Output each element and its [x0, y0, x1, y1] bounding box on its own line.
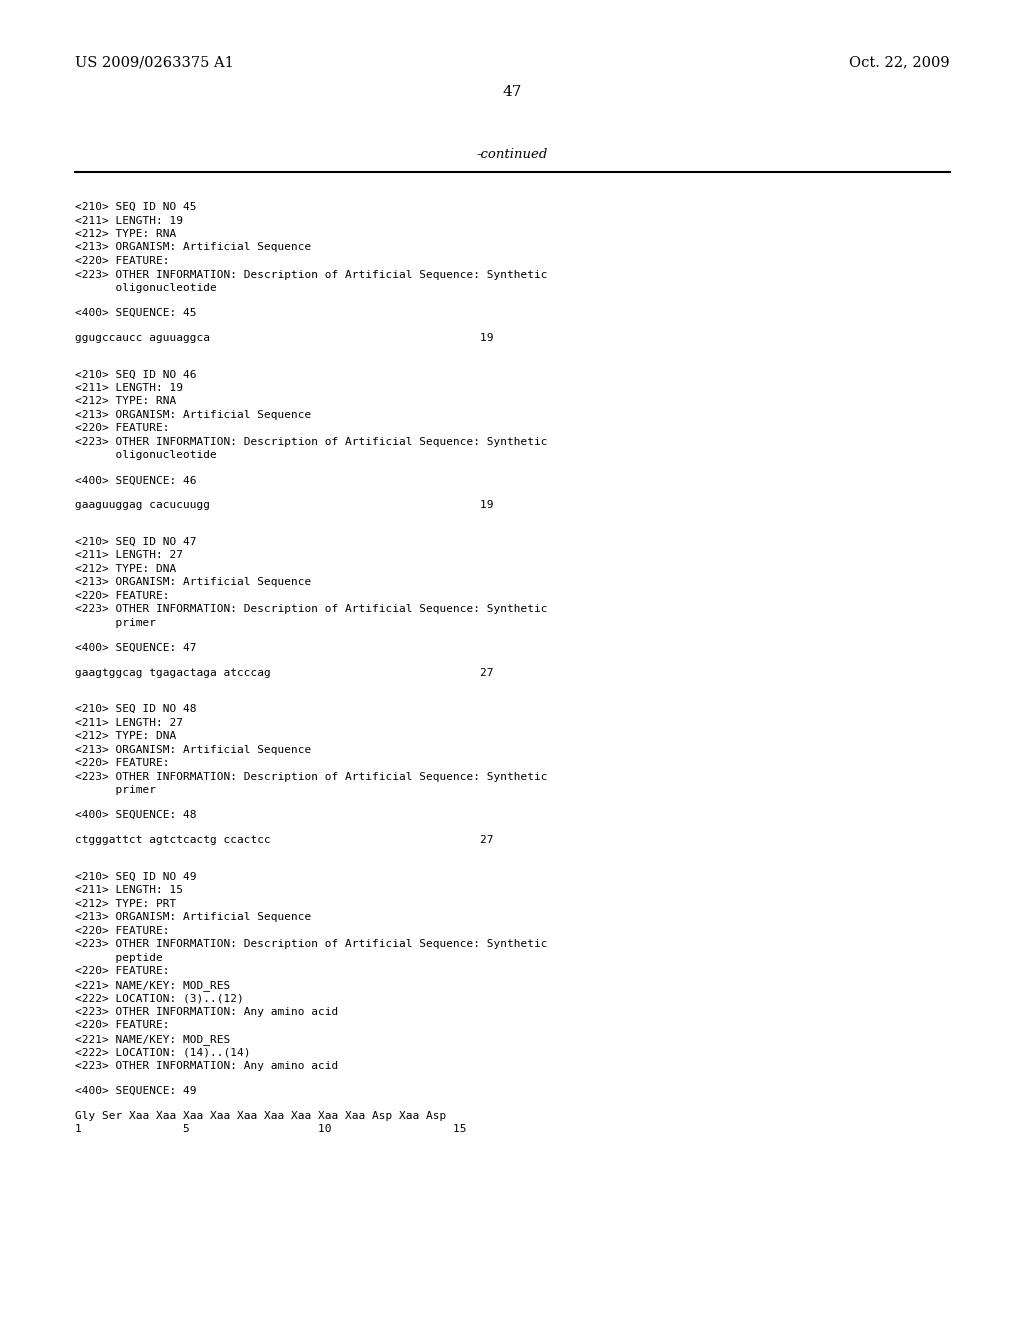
- Text: <223> OTHER INFORMATION: Description of Artificial Sequence: Synthetic: <223> OTHER INFORMATION: Description of …: [75, 772, 548, 781]
- Text: <212> TYPE: RNA: <212> TYPE: RNA: [75, 396, 176, 407]
- Text: Oct. 22, 2009: Oct. 22, 2009: [849, 55, 950, 69]
- Text: primer: primer: [75, 785, 156, 795]
- Text: <210> SEQ ID NO 45: <210> SEQ ID NO 45: [75, 202, 197, 213]
- Text: <223> OTHER INFORMATION: Any amino acid: <223> OTHER INFORMATION: Any amino acid: [75, 1007, 338, 1016]
- Text: <211> LENGTH: 19: <211> LENGTH: 19: [75, 215, 183, 226]
- Text: <213> ORGANISM: Artificial Sequence: <213> ORGANISM: Artificial Sequence: [75, 243, 311, 252]
- Text: Gly Ser Xaa Xaa Xaa Xaa Xaa Xaa Xaa Xaa Xaa Asp Xaa Asp: Gly Ser Xaa Xaa Xaa Xaa Xaa Xaa Xaa Xaa …: [75, 1110, 446, 1121]
- Text: <211> LENGTH: 15: <211> LENGTH: 15: [75, 886, 183, 895]
- Text: <220> FEATURE:: <220> FEATURE:: [75, 256, 170, 267]
- Text: oligonucleotide: oligonucleotide: [75, 282, 217, 293]
- Text: <221> NAME/KEY: MOD_RES: <221> NAME/KEY: MOD_RES: [75, 979, 230, 990]
- Text: gaaguuggag cacucuugg                                        19: gaaguuggag cacucuugg 19: [75, 500, 494, 511]
- Text: <213> ORGANISM: Artificial Sequence: <213> ORGANISM: Artificial Sequence: [75, 912, 311, 923]
- Text: <400> SEQUENCE: 46: <400> SEQUENCE: 46: [75, 475, 197, 486]
- Text: <210> SEQ ID NO 46: <210> SEQ ID NO 46: [75, 370, 197, 379]
- Text: <400> SEQUENCE: 45: <400> SEQUENCE: 45: [75, 308, 197, 318]
- Text: <211> LENGTH: 27: <211> LENGTH: 27: [75, 550, 183, 560]
- Text: <213> ORGANISM: Artificial Sequence: <213> ORGANISM: Artificial Sequence: [75, 411, 311, 420]
- Text: primer: primer: [75, 618, 156, 628]
- Text: <211> LENGTH: 27: <211> LENGTH: 27: [75, 718, 183, 727]
- Text: <220> FEATURE:: <220> FEATURE:: [75, 591, 170, 601]
- Text: <212> TYPE: RNA: <212> TYPE: RNA: [75, 228, 176, 239]
- Text: gaagtggcag tgagactaga atcccag                               27: gaagtggcag tgagactaga atcccag 27: [75, 668, 494, 677]
- Text: <223> OTHER INFORMATION: Any amino acid: <223> OTHER INFORMATION: Any amino acid: [75, 1060, 338, 1071]
- Text: <223> OTHER INFORMATION: Description of Artificial Sequence: Synthetic: <223> OTHER INFORMATION: Description of …: [75, 437, 548, 447]
- Text: -continued: -continued: [476, 149, 548, 161]
- Text: <222> LOCATION: (3)..(12): <222> LOCATION: (3)..(12): [75, 993, 244, 1003]
- Text: <223> OTHER INFORMATION: Description of Artificial Sequence: Synthetic: <223> OTHER INFORMATION: Description of …: [75, 605, 548, 614]
- Text: <210> SEQ ID NO 48: <210> SEQ ID NO 48: [75, 704, 197, 714]
- Text: <400> SEQUENCE: 47: <400> SEQUENCE: 47: [75, 643, 197, 653]
- Text: <213> ORGANISM: Artificial Sequence: <213> ORGANISM: Artificial Sequence: [75, 744, 311, 755]
- Text: <400> SEQUENCE: 49: <400> SEQUENCE: 49: [75, 1085, 197, 1096]
- Text: oligonucleotide: oligonucleotide: [75, 450, 217, 461]
- Text: <210> SEQ ID NO 47: <210> SEQ ID NO 47: [75, 537, 197, 546]
- Text: peptide: peptide: [75, 953, 163, 962]
- Text: <223> OTHER INFORMATION: Description of Artificial Sequence: Synthetic: <223> OTHER INFORMATION: Description of …: [75, 269, 548, 280]
- Text: <220> FEATURE:: <220> FEATURE:: [75, 1020, 170, 1030]
- Text: <220> FEATURE:: <220> FEATURE:: [75, 925, 170, 936]
- Text: 1               5                   10                  15: 1 5 10 15: [75, 1125, 467, 1134]
- Text: <220> FEATURE:: <220> FEATURE:: [75, 966, 170, 975]
- Text: <220> FEATURE:: <220> FEATURE:: [75, 758, 170, 768]
- Text: ggugccaucc aguuaggca                                        19: ggugccaucc aguuaggca 19: [75, 333, 494, 343]
- Text: <210> SEQ ID NO 49: <210> SEQ ID NO 49: [75, 871, 197, 882]
- Text: 47: 47: [503, 84, 521, 99]
- Text: <212> TYPE: DNA: <212> TYPE: DNA: [75, 564, 176, 574]
- Text: US 2009/0263375 A1: US 2009/0263375 A1: [75, 55, 233, 69]
- Text: <222> LOCATION: (14)..(14): <222> LOCATION: (14)..(14): [75, 1047, 251, 1057]
- Text: <212> TYPE: DNA: <212> TYPE: DNA: [75, 731, 176, 742]
- Text: <213> ORGANISM: Artificial Sequence: <213> ORGANISM: Artificial Sequence: [75, 577, 311, 587]
- Text: <220> FEATURE:: <220> FEATURE:: [75, 424, 170, 433]
- Text: ctgggattct agtctcactg ccactcc                               27: ctgggattct agtctcactg ccactcc 27: [75, 836, 494, 845]
- Text: <211> LENGTH: 19: <211> LENGTH: 19: [75, 383, 183, 393]
- Text: <223> OTHER INFORMATION: Description of Artificial Sequence: Synthetic: <223> OTHER INFORMATION: Description of …: [75, 939, 548, 949]
- Text: <212> TYPE: PRT: <212> TYPE: PRT: [75, 899, 176, 908]
- Text: <221> NAME/KEY: MOD_RES: <221> NAME/KEY: MOD_RES: [75, 1034, 230, 1044]
- Text: <400> SEQUENCE: 48: <400> SEQUENCE: 48: [75, 810, 197, 820]
